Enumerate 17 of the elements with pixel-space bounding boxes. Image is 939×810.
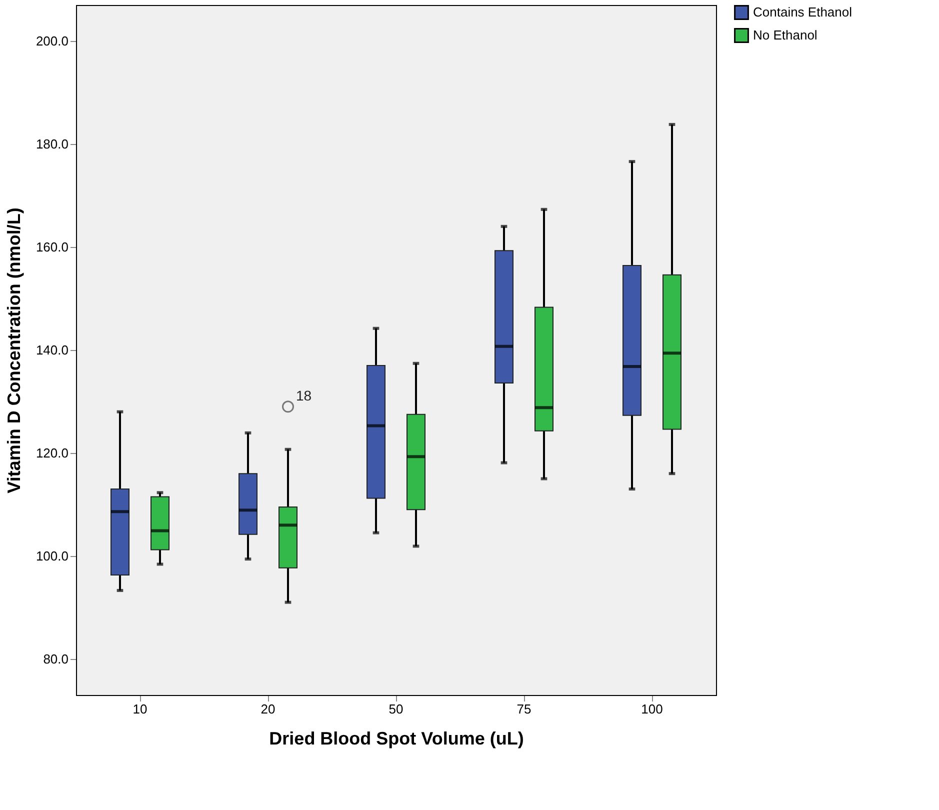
y-tick-label: 200.0 [36, 34, 68, 49]
x-axis-title: Dried Blood Spot Volume (uL) [269, 728, 524, 748]
x-tick-label: 10 [132, 702, 148, 716]
y-tick-label: 180.0 [36, 136, 68, 152]
y-tick-label: 80.0 [43, 651, 68, 666]
legend-label: Contains Ethanol [753, 4, 852, 20]
y-tick-label: 100.0 [36, 548, 68, 564]
annotation: 18 [296, 388, 312, 404]
y-axis-title: Vitamin D Concentration (nmol/L) [4, 208, 24, 494]
legend-label: No Ethanol [753, 28, 818, 42]
x-tick-label: 75 [516, 702, 532, 716]
x-tick-label: 100 [641, 702, 663, 716]
x-tick-label: 20 [260, 702, 276, 716]
y-tick-label: 120.0 [36, 445, 68, 460]
y-tick-label: 160.0 [36, 240, 68, 255]
x-tick-label: 50 [388, 702, 404, 716]
y-tick-label: 140.0 [36, 342, 68, 358]
